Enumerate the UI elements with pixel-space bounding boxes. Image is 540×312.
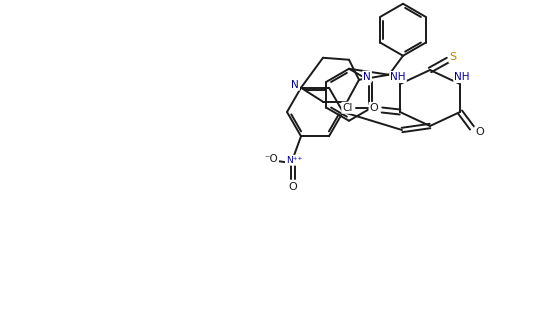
- Text: N⁺⁺: N⁺⁺: [286, 156, 302, 165]
- Text: NH: NH: [454, 72, 470, 82]
- Text: S: S: [449, 52, 456, 62]
- Text: O: O: [369, 103, 379, 113]
- Text: Cl: Cl: [342, 103, 353, 113]
- Text: N: N: [363, 72, 371, 82]
- Text: NH: NH: [390, 72, 406, 82]
- Text: N: N: [291, 80, 299, 90]
- Text: O: O: [476, 127, 484, 137]
- Text: O: O: [288, 182, 298, 192]
- Text: ⁻O: ⁻O: [264, 154, 278, 164]
